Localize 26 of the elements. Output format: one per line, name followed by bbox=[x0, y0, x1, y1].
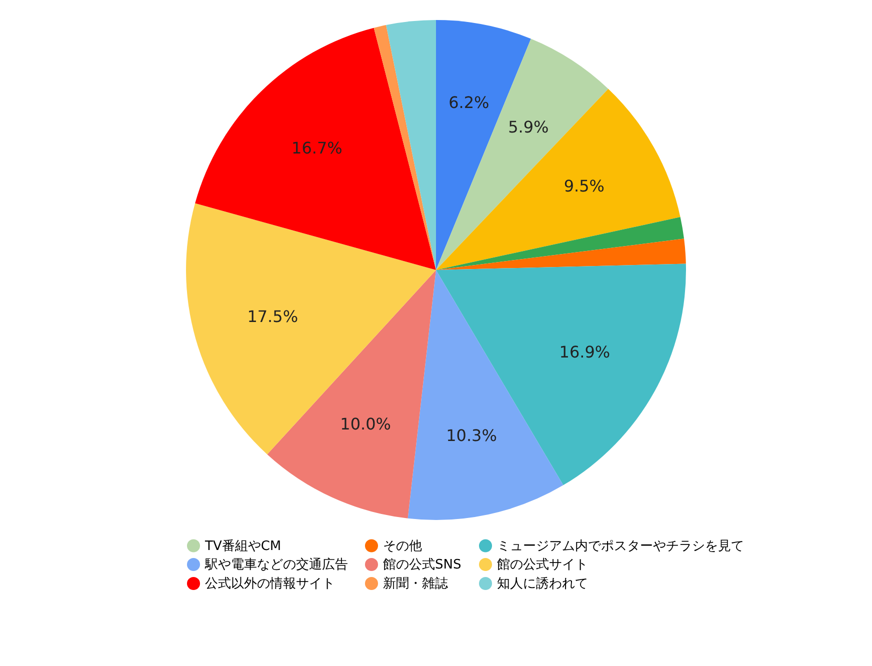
pie-slice bbox=[436, 88, 680, 270]
data-label: 10.3% bbox=[446, 426, 497, 446]
legend-label: 館の公式SNS bbox=[383, 558, 462, 572]
data-label: 16.7% bbox=[292, 138, 342, 158]
data-label: 10.0% bbox=[340, 414, 391, 434]
pie-slice bbox=[436, 38, 608, 270]
pie-slice bbox=[186, 203, 436, 454]
legend-label: 館の公式サイト bbox=[497, 558, 588, 572]
data-label: 17.5% bbox=[247, 306, 298, 326]
data-label: 5.9% bbox=[508, 117, 549, 136]
data-label: 9.5% bbox=[564, 176, 605, 196]
legend-label: ミュージアム内でポスターやチラシを見て bbox=[497, 538, 744, 554]
legend-label: TV番組やCM bbox=[204, 538, 282, 554]
legend-label: その他 bbox=[383, 538, 422, 554]
data-label: 6.2% bbox=[448, 93, 490, 112]
pie-slice bbox=[436, 217, 684, 270]
pie-slice bbox=[436, 238, 686, 270]
legend-label: 駅や電車などの交通広告 bbox=[204, 556, 348, 572]
pie-slice bbox=[436, 264, 686, 486]
pie-slice bbox=[195, 28, 436, 270]
legend-label: 新聞・雑誌 bbox=[383, 576, 448, 592]
pie-slice bbox=[386, 20, 436, 270]
pie-slice bbox=[374, 25, 436, 270]
legend-label: 公式以外の情報サイト bbox=[205, 576, 335, 592]
legend-label: 知人に誘われて bbox=[497, 576, 588, 592]
data-label: 16.9% bbox=[559, 342, 610, 362]
